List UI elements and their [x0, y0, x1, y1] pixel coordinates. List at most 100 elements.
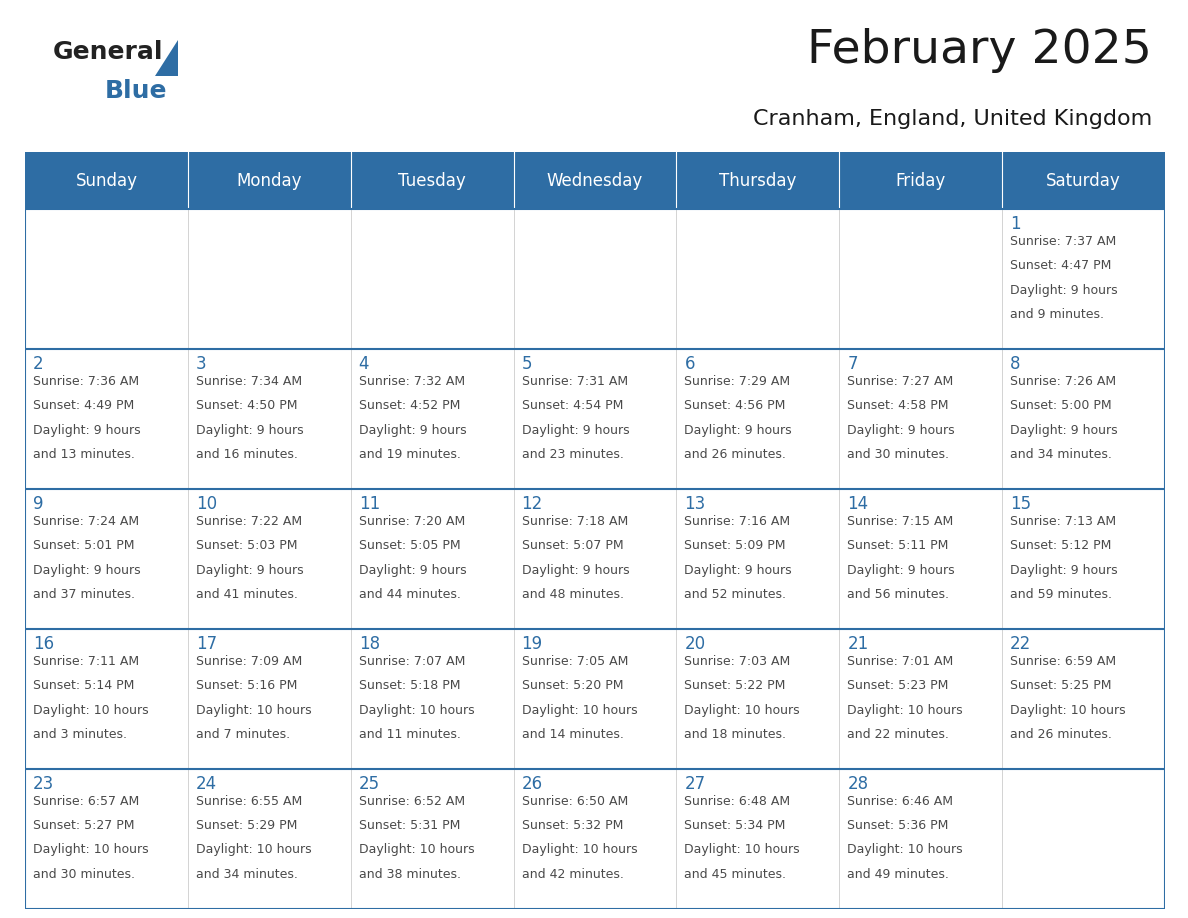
Text: Sunset: 4:50 PM: Sunset: 4:50 PM: [196, 399, 297, 412]
Text: Daylight: 9 hours: Daylight: 9 hours: [196, 423, 303, 437]
Text: 1: 1: [1010, 215, 1020, 233]
Text: 25: 25: [359, 775, 380, 793]
Text: and 9 minutes.: and 9 minutes.: [1010, 308, 1104, 321]
Bar: [839, 489, 1003, 629]
Text: and 22 minutes.: and 22 minutes.: [847, 728, 949, 741]
Polygon shape: [156, 40, 178, 76]
Bar: [25, 769, 188, 909]
Text: Daylight: 10 hours: Daylight: 10 hours: [684, 703, 800, 717]
Text: Daylight: 10 hours: Daylight: 10 hours: [1010, 703, 1126, 717]
Bar: [513, 152, 676, 209]
Text: 24: 24: [196, 775, 217, 793]
Text: and 52 minutes.: and 52 minutes.: [684, 588, 786, 601]
Text: Sunset: 5:31 PM: Sunset: 5:31 PM: [359, 819, 460, 832]
Text: Daylight: 9 hours: Daylight: 9 hours: [1010, 284, 1118, 297]
Bar: [513, 209, 676, 349]
Text: and 30 minutes.: and 30 minutes.: [33, 868, 135, 881]
Text: 19: 19: [522, 635, 543, 653]
Text: Daylight: 9 hours: Daylight: 9 hours: [196, 564, 303, 577]
Text: Daylight: 9 hours: Daylight: 9 hours: [684, 423, 792, 437]
Text: Sunrise: 6:52 AM: Sunrise: 6:52 AM: [359, 794, 465, 808]
Text: Sunrise: 7:31 AM: Sunrise: 7:31 AM: [522, 375, 627, 387]
Bar: [1003, 152, 1165, 209]
Text: and 26 minutes.: and 26 minutes.: [684, 448, 786, 461]
Text: and 34 minutes.: and 34 minutes.: [1010, 448, 1112, 461]
Text: Sunrise: 6:59 AM: Sunrise: 6:59 AM: [1010, 655, 1117, 667]
Text: Daylight: 9 hours: Daylight: 9 hours: [522, 564, 630, 577]
Text: Sunset: 5:16 PM: Sunset: 5:16 PM: [196, 679, 297, 692]
Bar: [350, 629, 513, 769]
Text: Sunset: 5:12 PM: Sunset: 5:12 PM: [1010, 539, 1112, 552]
Text: Sunrise: 7:18 AM: Sunrise: 7:18 AM: [522, 515, 627, 528]
Bar: [513, 489, 676, 629]
Text: Sunday: Sunday: [75, 172, 138, 190]
Bar: [1003, 209, 1165, 349]
Text: Sunset: 5:01 PM: Sunset: 5:01 PM: [33, 539, 134, 552]
Bar: [676, 209, 839, 349]
Bar: [350, 209, 513, 349]
Text: 16: 16: [33, 635, 55, 653]
Text: Daylight: 10 hours: Daylight: 10 hours: [847, 844, 963, 856]
Text: and 37 minutes.: and 37 minutes.: [33, 588, 135, 601]
Text: Daylight: 10 hours: Daylight: 10 hours: [847, 703, 963, 717]
Text: Daylight: 10 hours: Daylight: 10 hours: [359, 844, 474, 856]
Bar: [188, 629, 350, 769]
Text: Sunset: 5:23 PM: Sunset: 5:23 PM: [847, 679, 949, 692]
Text: Daylight: 9 hours: Daylight: 9 hours: [1010, 564, 1118, 577]
Text: 23: 23: [33, 775, 55, 793]
Text: and 44 minutes.: and 44 minutes.: [359, 588, 461, 601]
Text: Sunrise: 6:55 AM: Sunrise: 6:55 AM: [196, 794, 302, 808]
Bar: [25, 489, 188, 629]
Text: Sunset: 4:56 PM: Sunset: 4:56 PM: [684, 399, 785, 412]
Text: February 2025: February 2025: [808, 28, 1152, 73]
Text: 28: 28: [847, 775, 868, 793]
Text: Sunrise: 7:36 AM: Sunrise: 7:36 AM: [33, 375, 139, 387]
Text: Sunset: 5:25 PM: Sunset: 5:25 PM: [1010, 679, 1112, 692]
Text: 3: 3: [196, 355, 207, 373]
Text: Sunrise: 6:48 AM: Sunrise: 6:48 AM: [684, 794, 790, 808]
Text: Sunset: 4:52 PM: Sunset: 4:52 PM: [359, 399, 460, 412]
Text: Sunrise: 7:07 AM: Sunrise: 7:07 AM: [359, 655, 465, 667]
Text: Sunrise: 7:29 AM: Sunrise: 7:29 AM: [684, 375, 790, 387]
Text: Sunrise: 7:09 AM: Sunrise: 7:09 AM: [196, 655, 302, 667]
Text: Sunrise: 7:05 AM: Sunrise: 7:05 AM: [522, 655, 628, 667]
Text: 14: 14: [847, 495, 868, 513]
Text: Daylight: 9 hours: Daylight: 9 hours: [33, 423, 140, 437]
Bar: [188, 209, 350, 349]
Text: Daylight: 9 hours: Daylight: 9 hours: [33, 564, 140, 577]
Bar: [839, 209, 1003, 349]
Text: Sunset: 5:22 PM: Sunset: 5:22 PM: [684, 679, 785, 692]
Text: Daylight: 10 hours: Daylight: 10 hours: [33, 703, 148, 717]
Text: Sunrise: 7:37 AM: Sunrise: 7:37 AM: [1010, 235, 1117, 248]
Text: Sunrise: 6:46 AM: Sunrise: 6:46 AM: [847, 794, 953, 808]
Text: 20: 20: [684, 635, 706, 653]
Text: and 26 minutes.: and 26 minutes.: [1010, 728, 1112, 741]
Text: Daylight: 10 hours: Daylight: 10 hours: [522, 844, 637, 856]
Text: General: General: [52, 40, 164, 64]
Bar: [1003, 489, 1165, 629]
Bar: [839, 629, 1003, 769]
Text: Daylight: 9 hours: Daylight: 9 hours: [359, 564, 467, 577]
Text: Sunrise: 7:01 AM: Sunrise: 7:01 AM: [847, 655, 954, 667]
Text: Sunset: 4:49 PM: Sunset: 4:49 PM: [33, 399, 134, 412]
Bar: [350, 152, 513, 209]
Text: Daylight: 9 hours: Daylight: 9 hours: [684, 564, 792, 577]
Text: Sunrise: 7:26 AM: Sunrise: 7:26 AM: [1010, 375, 1117, 387]
Text: Sunset: 5:00 PM: Sunset: 5:00 PM: [1010, 399, 1112, 412]
Text: and 7 minutes.: and 7 minutes.: [196, 728, 290, 741]
Text: Saturday: Saturday: [1047, 172, 1121, 190]
Text: Sunset: 5:05 PM: Sunset: 5:05 PM: [359, 539, 460, 552]
Text: and 41 minutes.: and 41 minutes.: [196, 588, 298, 601]
Text: 15: 15: [1010, 495, 1031, 513]
Text: Daylight: 10 hours: Daylight: 10 hours: [522, 703, 637, 717]
Bar: [1003, 769, 1165, 909]
Text: and 38 minutes.: and 38 minutes.: [359, 868, 461, 881]
Bar: [676, 349, 839, 489]
Text: Sunset: 5:09 PM: Sunset: 5:09 PM: [684, 539, 786, 552]
Text: Sunrise: 6:57 AM: Sunrise: 6:57 AM: [33, 794, 139, 808]
Text: Sunset: 5:07 PM: Sunset: 5:07 PM: [522, 539, 624, 552]
Bar: [350, 769, 513, 909]
Bar: [25, 349, 188, 489]
Text: and 14 minutes.: and 14 minutes.: [522, 728, 624, 741]
Text: and 3 minutes.: and 3 minutes.: [33, 728, 127, 741]
